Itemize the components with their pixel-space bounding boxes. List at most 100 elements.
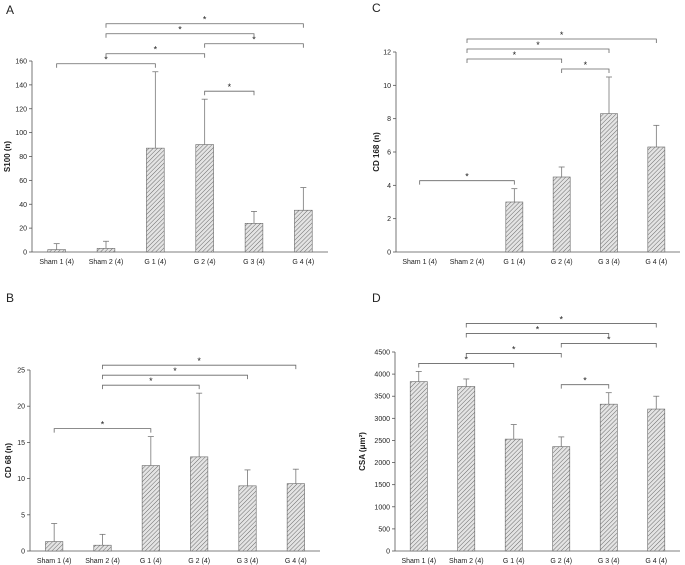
significance-star: * [607,334,611,344]
y-tick-label: 500 [378,526,390,533]
bar [244,223,264,253]
x-tick-label: G 3 (4) [598,259,620,266]
significance-star: * [464,354,468,364]
y-tick-label: 8 [387,116,391,123]
y-axis-label: S100 (n) [3,141,12,172]
x-tick-label: G 2 (4) [550,558,572,565]
bar [505,201,524,253]
x-tick-label: G 3 (4) [237,558,259,565]
panel-label: B [6,291,14,305]
y-tick-label: 0 [387,250,391,257]
bar [93,544,112,552]
y-axis-label: CD 168 (n) [372,132,381,172]
y-tick-label: 20 [19,226,27,233]
bar [600,113,618,253]
significance-bracket [466,58,563,63]
bar [647,408,666,552]
significance-bracket [56,63,156,68]
y-tick-label: 0 [23,250,27,257]
significance-bracket [105,33,255,38]
significance-star: * [197,356,201,366]
y-tick-label: 2000 [374,460,390,467]
x-tick-label: G 3 (4) [243,259,265,266]
x-tick-label: G 1 (4) [503,259,525,266]
significance-star: * [584,60,588,70]
significance-bracket [560,384,610,389]
x-tick-label: Sham 2 (4) [450,259,485,266]
x-tick-label: Sham 1 (4) [39,259,74,266]
significance-bracket [418,363,515,368]
bar [45,541,64,552]
bar [552,446,571,552]
y-tick-label: 15 [17,440,25,447]
significance-bracket [465,333,610,338]
x-tick-label: G 3 (4) [598,558,620,565]
y-tick-label: 40 [19,202,27,209]
x-tick-label: G 1 (4) [503,558,525,565]
significance-bracket [102,374,248,380]
y-tick-label: 2 [387,216,391,223]
significance-star: * [560,30,564,40]
significance-star: * [559,314,563,324]
significance-star: * [583,376,587,386]
y-tick-label: 1500 [374,482,390,489]
y-tick-label: 2500 [374,438,390,445]
panel-a: A S100 (n) 0 20 40 60 80 100 120 140 160 Sham 1 (4)… [3,3,328,266]
bar [409,381,428,552]
significance-bracket [105,53,206,58]
y-tick-label: 6 [387,150,391,157]
x-tick-label: G 2 (4) [194,259,216,266]
significance-bracket [102,364,297,370]
x-tick-label: Sham 1 (4) [401,558,436,565]
panel-d: D CSA (μm²) 0 500 1000 1500 2000 2500 3000 3500 40… [358,291,680,565]
significance-star: * [252,35,256,45]
y-tick-label: 20 [17,404,25,411]
bar [146,147,165,253]
significance-bracket [419,180,515,185]
panel-c: C CD 168 (n) 0 2 4 6 8 10 12 Sham 1 (4) Sham 2 (4)… [372,1,680,266]
y-tick-label: 0 [21,549,25,556]
significance-bracket [105,23,304,28]
x-tick-label: Sham 2 (4) [89,259,124,266]
y-tick-label: 4000 [374,372,390,379]
significance-star: * [203,15,207,25]
x-tick-label: G 2 (4) [551,259,573,266]
y-tick-label: 4 [387,183,391,190]
y-tick-label: 0 [386,549,390,556]
significance-bracket [561,68,610,73]
bar [47,249,66,253]
significance-star: * [173,366,177,376]
significance-star: * [536,40,540,50]
significance-bracket [465,353,562,358]
y-tick-label: 3500 [374,394,390,401]
bar [96,248,116,253]
bar [195,144,214,253]
bar [238,485,257,552]
significance-bracket [204,90,255,96]
significance-bracket [560,343,657,348]
y-tick-label: 12 [383,50,391,57]
y-tick-label: 10 [17,476,25,483]
significance-bracket [465,323,657,328]
x-tick-label: G 1 (4) [144,259,166,266]
y-axis-label: CD 68 (n) [4,443,13,478]
y-tick-label: 60 [19,178,27,185]
bar [504,438,523,552]
bar [457,386,476,552]
y-tick-label: 120 [15,106,27,113]
panel-b: B CD 68 (n) 0 5 10 15 20 25 Sham 1 (4) Sham 2 (4)… [4,291,320,565]
significance-star: * [512,344,516,354]
x-tick-label: G 2 (4) [188,558,210,565]
significance-star: * [104,55,108,65]
x-tick-label: Sham 2 (4) [85,558,120,565]
x-tick-label: G 4 (4) [285,558,307,565]
y-tick-label: 100 [15,130,27,137]
y-tick-label: 80 [19,154,27,161]
y-tick-label: 140 [15,82,27,89]
significance-bracket [53,428,152,433]
y-tick-label: 5 [21,512,25,519]
significance-star: * [154,45,158,55]
panel-label: D [372,291,381,305]
significance-star: * [536,324,540,334]
